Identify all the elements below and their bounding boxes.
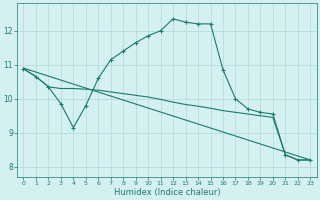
X-axis label: Humidex (Indice chaleur): Humidex (Indice chaleur) xyxy=(114,188,220,197)
